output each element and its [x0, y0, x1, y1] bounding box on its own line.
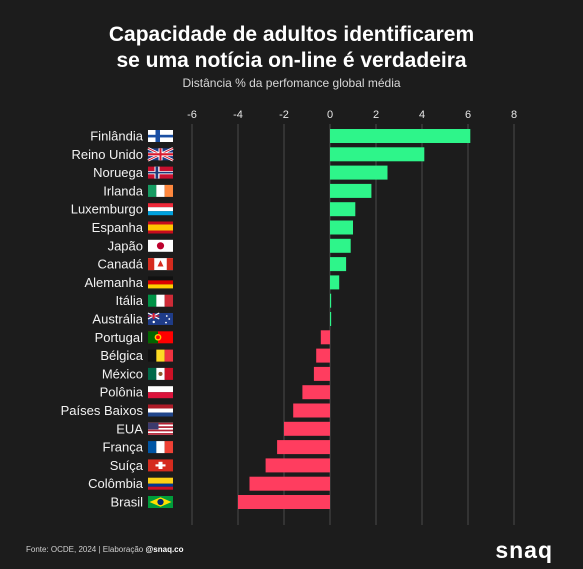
bar — [265, 458, 330, 473]
brazil-flag-icon — [148, 496, 173, 508]
source-note: Fonte: OCDE, 2024 | Elaboração @snaq.co — [26, 545, 184, 554]
portugal-flag-icon — [148, 331, 173, 344]
category-label: EUA — [116, 421, 143, 436]
category-label: Itália — [116, 293, 144, 308]
bar — [284, 421, 330, 436]
colombia-flag-icon — [148, 477, 173, 490]
mexico-flag-icon — [148, 367, 174, 380]
bar — [277, 440, 330, 455]
spain-flag-icon — [148, 221, 173, 234]
category-label: Países Baixos — [61, 403, 144, 418]
italy-flag-icon — [148, 294, 174, 307]
category-label: Espanha — [92, 220, 144, 235]
category-label: Reino Unido — [71, 147, 143, 162]
x-tick-label: 6 — [465, 109, 471, 121]
x-tick-label: 4 — [419, 109, 425, 121]
bar — [313, 366, 330, 381]
x-tick-label: 8 — [511, 109, 517, 121]
usa-flag-icon — [148, 422, 173, 435]
category-label: Alemanha — [84, 275, 143, 290]
germany-flag-icon — [148, 276, 173, 289]
australia-flag-icon — [147, 312, 173, 325]
finland-flag-icon — [148, 130, 173, 142]
bar — [316, 348, 330, 363]
category-label: França — [103, 440, 144, 455]
france-flag-icon — [148, 441, 174, 454]
category-label: Austrália — [92, 312, 143, 327]
bar — [330, 257, 347, 272]
category-label: Brasil — [110, 495, 143, 510]
norway-flag-icon — [148, 166, 173, 179]
category-label: México — [102, 366, 143, 381]
category-label: Suíça — [110, 458, 144, 473]
category-label: Portugal — [95, 330, 144, 345]
title-line-2: se uma notícia on-line é verdadeira — [116, 49, 467, 72]
bar — [302, 385, 330, 400]
x-tick-label: -4 — [233, 109, 243, 121]
brand-logo: snaq — [495, 537, 553, 563]
bar — [330, 183, 372, 198]
bar — [238, 495, 330, 509]
bar — [330, 312, 332, 326]
bar — [330, 293, 332, 308]
bar — [330, 129, 471, 143]
japan-flag-icon — [148, 239, 173, 252]
bar — [330, 202, 356, 217]
category-label: Polônia — [100, 385, 144, 400]
category-label: Finlândia — [90, 129, 144, 144]
bar — [293, 403, 330, 418]
category-label: Irlanda — [103, 183, 144, 198]
source-handle: @snaq.co — [145, 545, 184, 554]
category-label: Colômbia — [88, 476, 144, 491]
source-text: Fonte: OCDE, 2024 | Elaboração — [26, 545, 146, 554]
category-label: Canadá — [97, 257, 143, 272]
poland-flag-icon — [148, 386, 173, 399]
bar — [320, 330, 330, 345]
ireland-flag-icon — [148, 184, 174, 197]
netherlands-flag-icon — [148, 404, 173, 417]
bar — [330, 275, 340, 290]
belgium-flag-icon — [148, 349, 174, 362]
canada-flag-icon — [148, 258, 174, 271]
bar — [330, 165, 388, 180]
chart-subtitle: Distância % da perfomance global média — [182, 76, 401, 90]
bar — [330, 220, 353, 235]
x-tick-label: -6 — [187, 109, 197, 121]
uk-flag-icon — [147, 147, 174, 162]
category-label: Bélgica — [100, 348, 143, 363]
x-tick-label: -2 — [279, 109, 289, 121]
bar — [249, 476, 330, 491]
chart-title: Capacidade de adultos identificarem se u… — [0, 22, 583, 74]
x-tick-label: 2 — [373, 109, 379, 121]
category-label: Noruega — [93, 165, 144, 180]
category-label: Japão — [108, 238, 143, 253]
luxembourg-flag-icon — [148, 203, 173, 216]
switzerland-flag-icon — [148, 459, 173, 472]
x-tick-label: 0 — [327, 109, 333, 121]
bar — [330, 238, 351, 253]
bar — [330, 147, 425, 162]
title-line-1: Capacidade de adultos identificarem — [108, 23, 475, 46]
category-label: Luxemburgo — [71, 202, 143, 217]
